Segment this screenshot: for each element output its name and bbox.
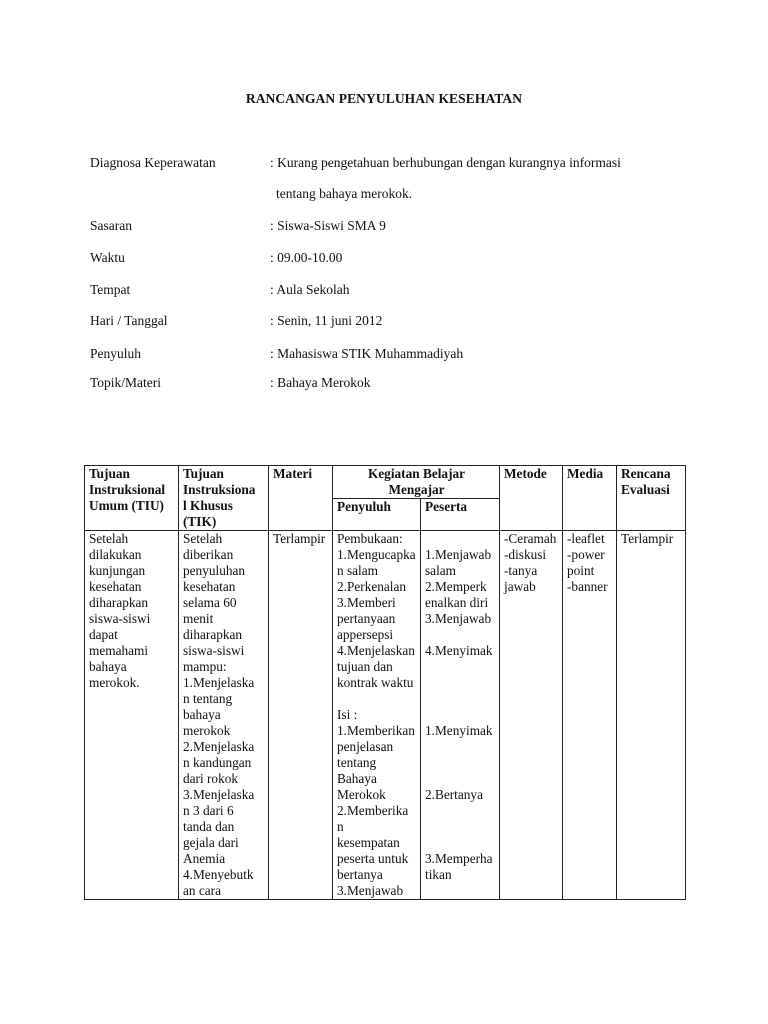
value-tempat: : Aula Sekolah	[270, 282, 350, 297]
cell-metode: -Ceramah -diskusi -tanya jawab	[499, 530, 563, 900]
label-penyuluh: Penyuluh	[90, 346, 142, 361]
header-metode: Metode	[499, 465, 563, 531]
value-diagnosa: : Kurang pengetahuan berhubungan dengan …	[270, 155, 621, 170]
label-diagnosa: Diagnosa Keperawatan	[90, 155, 216, 170]
header-tiu: Tujuan Instruksional Umum (TIU)	[84, 465, 179, 531]
header-materi: Materi	[268, 465, 333, 531]
value-topik: : Bahaya Merokok	[270, 375, 371, 390]
value-diagnosa-continuation: tentang bahaya merokok.	[276, 186, 413, 201]
label-topik: Topik/Materi	[90, 375, 162, 390]
cell-tiu: Setelah dilakukan kunjungan kesehatan di…	[84, 530, 179, 900]
table-row: Setelah dilakukan kunjungan kesehatan di…	[84, 530, 686, 900]
header-penyuluh: Penyuluh	[332, 498, 421, 531]
page-title: RANCANGAN PENYULUHAN KESEHATAN	[245, 91, 523, 106]
value-hari-tanggal: : Senin, 11 juni 2012	[270, 313, 383, 328]
header-tik: Tujuan Instruksiona l Khusus (TIK)	[178, 465, 269, 531]
cell-penyuluh: Pembukaan: 1.Mengucapka n salam 2.Perken…	[332, 530, 421, 900]
header-evaluasi: Rencana Evaluasi	[616, 465, 686, 531]
label-waktu: Waktu	[90, 250, 125, 265]
value-sasaran: : Siswa-Siswi SMA 9	[270, 218, 386, 233]
value-waktu: : 09.00-10.00	[270, 250, 343, 265]
label-sasaran: Sasaran	[90, 218, 132, 233]
cell-media: -leaflet -power point -banner	[562, 530, 617, 900]
label-hari-tanggal: Hari / Tanggal	[90, 313, 168, 328]
lesson-plan-table: Tujuan Instruksional Umum (TIU) Tujuan I…	[84, 465, 686, 900]
cell-tik: Setelah diberikan penyuluhan kesehatan s…	[178, 530, 269, 900]
value-penyuluh: : Mahasiswa STIK Muhammadiyah	[270, 346, 464, 361]
cell-evaluasi: Terlampir	[616, 530, 686, 900]
label-tempat: Tempat	[90, 282, 131, 297]
cell-materi: Terlampir	[268, 530, 333, 900]
header-media: Media	[562, 465, 617, 531]
header-peserta: Peserta	[420, 498, 500, 531]
header-kegiatan: Kegiatan Belajar Mengajar	[332, 465, 500, 499]
cell-peserta: 1.Menjawab salam 2.Memperk enalkan diri …	[420, 530, 500, 900]
